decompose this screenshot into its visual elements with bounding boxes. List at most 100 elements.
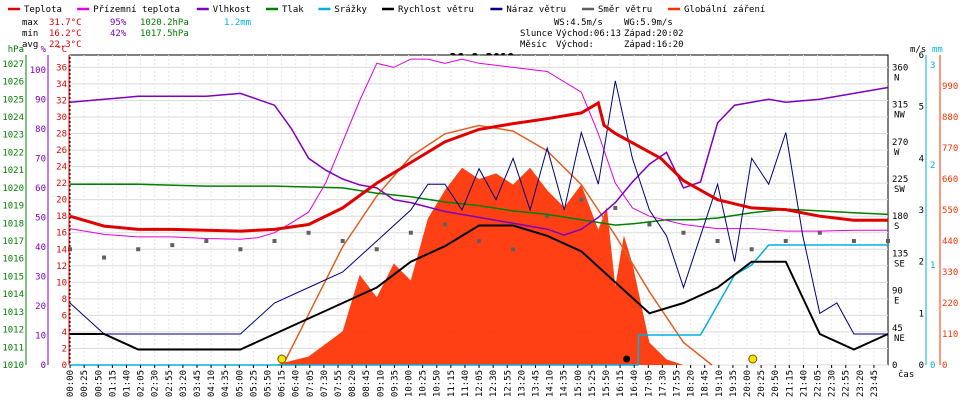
axis-tick-label: 1014: [2, 290, 24, 300]
astro-block: WS:4.5m/s WG:5.9m/s Slunce Východ:06:13 …: [520, 18, 684, 50]
axis-tick-label: 180: [892, 212, 908, 222]
x-tick-label: 08:45: [362, 370, 372, 397]
x-tick-label: 18:45: [701, 370, 711, 397]
axis-tick-label: 1011: [2, 343, 24, 353]
x-tick-label: 17:30: [658, 370, 668, 397]
stats-max-hum: 95%: [110, 18, 127, 28]
x-tick-label: 15:25: [588, 370, 598, 397]
axis-tick-label: 1015: [2, 272, 24, 282]
legend: Teplota Přízemní teplota Vlhkost Tlak Srážky…: [8, 5, 765, 15]
stats-block: max 31.7°C 95% 1020.2hPa 1.2mm min 16.2°…: [22, 18, 251, 50]
legend-label: Tlak: [282, 5, 304, 15]
axis-tick-label: 3: [930, 61, 935, 71]
x-tick-label: 17:55: [673, 370, 683, 397]
x-tick-label: 20:00: [743, 370, 753, 397]
axis-tick-label: 0: [62, 361, 67, 371]
axis-tick-label: 20: [35, 302, 46, 312]
x-tick-label: 00:25: [80, 370, 90, 397]
x-tick-label: 19:10: [715, 370, 725, 397]
x-tick-label: 10:00: [405, 370, 415, 397]
axis-tick-label: 22: [56, 179, 67, 189]
stats-min-label: min: [22, 29, 38, 39]
wind-direction-point: [681, 230, 686, 235]
stats-max-label: max: [22, 18, 39, 28]
axis-tick-label: 270: [892, 138, 908, 148]
axis-tick-label: 330: [942, 268, 958, 278]
ground-temp-line: [69, 58, 888, 240]
legend-label: Srážky: [334, 5, 367, 15]
stats-max-press: 1020.2hPa: [140, 18, 189, 28]
axis-tick-label: 1027: [2, 60, 24, 70]
x-tick-label: 16:15: [616, 370, 626, 397]
wind-direction-point: [102, 255, 107, 260]
stats-avg-temp: 22.3°C: [49, 40, 82, 50]
wind-direction-point: [442, 222, 447, 227]
x-tick-label: 11:15: [447, 370, 457, 397]
wind-speed-line: [70, 224, 889, 351]
x-tick-label: 00:50: [94, 370, 104, 397]
wind-direction-point: [204, 239, 209, 243]
x-tick-label: 02:05: [137, 370, 147, 397]
x-tick-label: 22:55: [842, 370, 852, 397]
axis-tick-label: SW: [894, 185, 905, 195]
legend-label: Směr větru: [598, 5, 652, 15]
axis-tick-label: 32: [56, 96, 67, 106]
axis-tick-label: 24: [56, 163, 67, 173]
wind-direction-point: [579, 197, 584, 202]
axis-tick-label: 1024: [2, 113, 24, 123]
x-tick-label: 13:45: [531, 370, 541, 397]
wind-direction-point: [408, 230, 413, 235]
axis-tick-label: 0: [892, 361, 897, 371]
axis-tick-label: E: [894, 297, 899, 307]
axis-tick-label: 880: [942, 113, 958, 123]
x-tick-label: 03:20: [179, 370, 189, 397]
axis-tick-label: 1017: [2, 237, 24, 247]
x-tick-label: 04:35: [221, 370, 231, 397]
axis-tick-label: 225: [892, 175, 908, 185]
axis-tick-label: 1026: [2, 78, 24, 88]
rain-line: [70, 244, 888, 366]
axis-tick-label: 2: [919, 258, 924, 268]
x-tick-label: 06:40: [292, 370, 302, 397]
x-tick-label: 07:05: [306, 370, 316, 397]
x-tick-label: 06:15: [278, 370, 288, 397]
axis-tick-label: S: [894, 222, 899, 232]
x-tick-label: 07:55: [334, 370, 344, 397]
x-tick-label: 20:50: [771, 370, 781, 397]
wind-direction-point: [613, 205, 618, 210]
axis-tick-label: 1012: [2, 326, 24, 336]
legend-label: Vlhkost: [213, 5, 251, 15]
axis-tick-label: 0: [919, 361, 924, 371]
x-tick-label: 14:10: [546, 370, 556, 397]
axis-tick-label: 90: [35, 95, 46, 105]
x-tick-label: 18:20: [687, 370, 697, 397]
axis-title: %: [41, 45, 47, 55]
x-tick-label: 12:05: [475, 370, 485, 397]
wind-direction-point: [851, 239, 856, 243]
axis-tick-label: 990: [942, 82, 958, 92]
x-tick-label: 00:00: [66, 370, 76, 397]
axis-tick-label: 16: [56, 229, 67, 239]
x-tick-label: 08:20: [348, 370, 358, 397]
moonrise: Východ:: [556, 40, 594, 50]
axis-tick-label: 550: [942, 206, 958, 216]
axis-tick-label: 60: [35, 184, 46, 194]
wind-direction-point: [170, 243, 175, 248]
axis-tick-label: N: [894, 73, 899, 83]
x-tick-label: 01:40: [122, 370, 132, 397]
axis-tick-label: 4: [919, 154, 924, 164]
legend-label: Náraz větru: [506, 5, 566, 15]
axis-tick-label: 1: [930, 261, 935, 271]
radiation-theoretical-line: [282, 124, 713, 366]
axis-tick-label: 770: [942, 144, 958, 154]
axis-tick-label: 4: [62, 328, 67, 338]
moon-label: Měsíc: [520, 40, 547, 50]
x-tick-label: 22:30: [828, 370, 838, 397]
sun-label: Slunce: [520, 29, 553, 39]
axis-tick-label: 360: [892, 63, 908, 73]
wind-direction-point: [749, 247, 754, 252]
axis-tick-label: 0: [41, 361, 46, 371]
axis-tick-label: 8: [62, 295, 67, 305]
stats-max-temp: 31.7°C: [49, 18, 82, 28]
wind-direction-point: [68, 247, 72, 252]
